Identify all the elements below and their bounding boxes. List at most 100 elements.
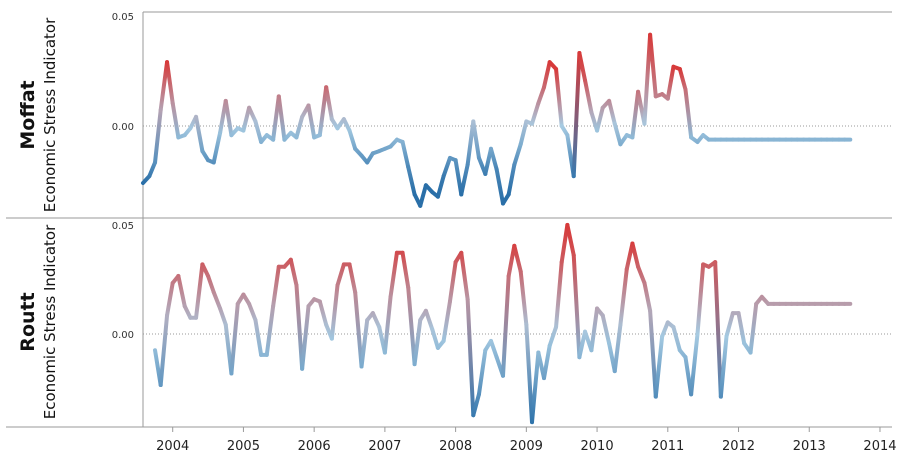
- routt-line-segment: [476, 348, 488, 397]
- routt-line-segment: [660, 320, 670, 339]
- routt-line-segment: [577, 329, 588, 360]
- moffat-line-segment: [317, 85, 329, 138]
- moffat-line-segment: [465, 119, 476, 167]
- moffat-line-segment: [607, 98, 617, 126]
- moffat-line-segment: [158, 60, 170, 113]
- moffat-line-segment: [294, 114, 305, 140]
- moffat-line-segment: [542, 60, 552, 90]
- routt-line-segment: [600, 313, 612, 346]
- routt-line-segment: [430, 327, 440, 350]
- moffat-line-segment: [400, 139, 411, 170]
- moffat-line-segment: [677, 67, 688, 92]
- x-tick-label: 2014: [863, 439, 896, 454]
- moffat-line-segment: [506, 162, 517, 197]
- routt-line-segment: [648, 308, 658, 399]
- x-tick-label: 2009: [510, 439, 543, 454]
- routt-line-segment: [736, 311, 747, 346]
- routt-line-segment: [165, 280, 175, 318]
- routt-ylabel: Economic Stress Indicator: [41, 224, 59, 419]
- moffat-panel-title: Moffat: [17, 80, 39, 149]
- routt-line-segment: [642, 280, 653, 313]
- routt-line-segment: [689, 332, 700, 397]
- routt-line-segment: [335, 262, 346, 288]
- x-axis-ticks: 2004 2005 2006 2007 2008 2009 2010 2011 2012 2013…: [156, 427, 897, 454]
- routt-line-segment: [294, 283, 305, 371]
- routt-line-segment: [271, 264, 281, 309]
- x-tick-label: 2012: [722, 439, 755, 454]
- routt-line-segment: [288, 257, 299, 288]
- moffat-line-segment: [153, 108, 163, 165]
- routt-line-segment: [653, 334, 665, 399]
- moffat-panel-labels: Moffat Economic Stress Indicator 0.05 0.…: [17, 12, 892, 212]
- routt-line-segment: [612, 322, 623, 374]
- routt-line-segment: [329, 283, 340, 341]
- routt-line-segment: [671, 325, 682, 353]
- moffat-line-segment: [170, 101, 181, 140]
- moffat-line-segment: [223, 98, 234, 138]
- moffat-line-segment: [642, 32, 653, 126]
- routt-line-segment: [512, 243, 523, 274]
- routt-line-segment: [406, 285, 417, 367]
- routt-line-segment: [571, 253, 582, 360]
- x-tick-label: 2006: [298, 439, 331, 454]
- routt-line-segment: [748, 301, 759, 355]
- moffat-line-segment: [459, 162, 470, 197]
- routt-line-segment: [264, 304, 276, 357]
- routt-line-segment: [382, 294, 393, 355]
- routt-line-segment: [506, 243, 517, 278]
- x-tick-label: 2011: [651, 439, 684, 454]
- moffat-line-segment: [612, 121, 623, 147]
- x-tick-label: 2007: [368, 439, 401, 454]
- moffat-line-segment: [247, 105, 258, 124]
- moffat-line-segment: [241, 105, 252, 133]
- moffat-line-segment: [529, 101, 541, 126]
- routt-line-segment: [459, 250, 470, 302]
- routt-line-segment: [359, 318, 370, 369]
- routt-series-line: [153, 222, 853, 425]
- moffat-line-segment: [595, 105, 605, 133]
- moffat-line-segment: [211, 130, 223, 165]
- routt-line-segment: [218, 306, 228, 327]
- routt-panel-title: Routt: [17, 292, 39, 351]
- x-tick-label: 2008: [439, 439, 472, 454]
- moffat-line-segment: [406, 165, 417, 197]
- routt-line-segment: [253, 318, 264, 357]
- moffat-line-segment: [577, 51, 588, 83]
- routt-line-segment: [547, 325, 559, 348]
- x-tick-label: 2013: [793, 439, 826, 454]
- routt-panel-labels: Routt Economic Stress Indicator 0.05 0.0…: [17, 221, 892, 419]
- routt-line-segment: [471, 392, 481, 418]
- moffat-line-segment: [554, 67, 564, 128]
- moffat-ytick-zero: 0.00: [112, 122, 134, 133]
- moffat-line-segment: [571, 51, 582, 179]
- moffat-line-segment: [347, 128, 358, 151]
- routt-line-segment: [412, 318, 423, 367]
- routt-line-segment: [559, 222, 570, 265]
- moffat-line-segment: [471, 119, 481, 160]
- routt-line-segment: [695, 262, 706, 336]
- routt-ytick-zero: 0.00: [112, 330, 134, 341]
- routt-line-segment: [158, 313, 170, 388]
- moffat-line-segment: [536, 85, 547, 106]
- moffat-line-segment: [583, 78, 594, 115]
- routt-line-segment: [400, 250, 411, 290]
- routt-line-segment: [724, 311, 735, 339]
- routt-line-segment: [423, 308, 435, 332]
- routt-line-segment: [441, 299, 452, 343]
- moffat-line-segment: [512, 142, 523, 167]
- moffat-line-segment: [648, 32, 658, 99]
- moffat-line-segment: [518, 119, 529, 147]
- moffat-line-segment: [435, 174, 446, 199]
- moffat-line-segment: [665, 64, 676, 101]
- moffat-line-segment: [488, 146, 499, 172]
- moffat-line-segment: [341, 117, 352, 133]
- moffat-line-segment: [630, 89, 641, 140]
- moffat-line-segment: [165, 60, 175, 106]
- routt-line-segment: [176, 274, 187, 309]
- moffat-series-line: [141, 32, 853, 208]
- moffat-ylabel: Economic Stress Indicator: [41, 17, 59, 212]
- routt-line-segment: [247, 301, 258, 323]
- moffat-line-segment: [324, 85, 334, 122]
- routt-line-segment: [388, 250, 399, 299]
- x-tick-label: 2005: [227, 439, 260, 454]
